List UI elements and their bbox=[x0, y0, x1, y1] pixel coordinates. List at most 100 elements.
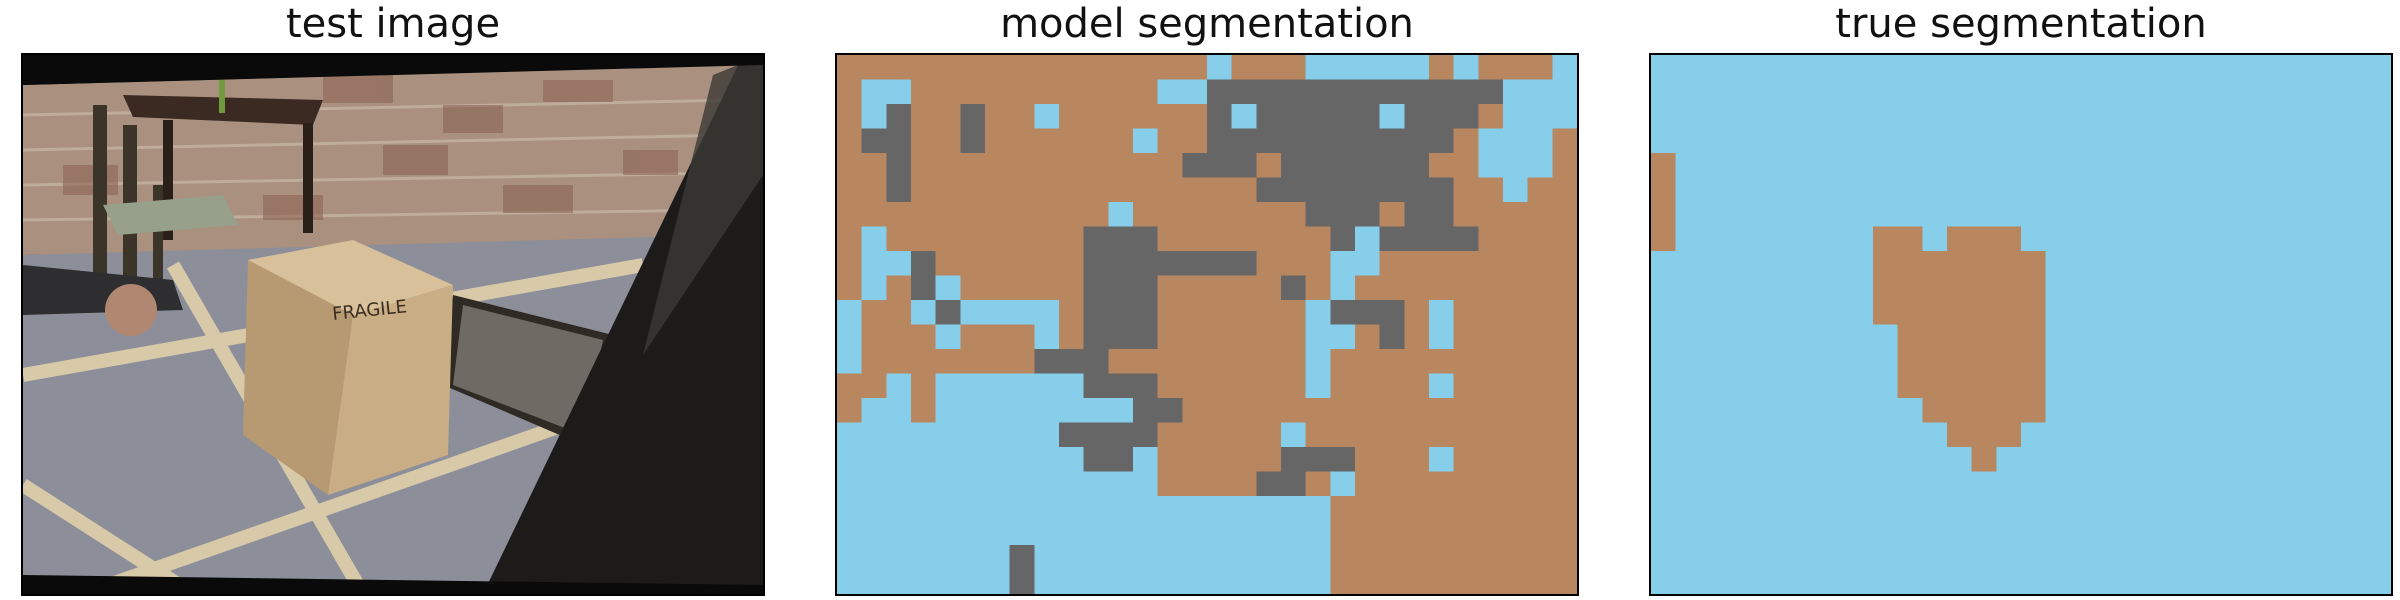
model-segmentation-cell bbox=[1552, 177, 1577, 203]
model-segmentation-cell bbox=[861, 471, 887, 497]
model-segmentation-cell bbox=[935, 55, 961, 80]
true-segmentation-cell bbox=[1947, 79, 1973, 105]
true-segmentation-cell bbox=[2095, 226, 2121, 252]
model-segmentation-cell bbox=[1256, 226, 1282, 252]
model-segmentation-cell bbox=[1552, 275, 1577, 301]
model-segmentation-cell bbox=[1355, 569, 1381, 594]
model-segmentation-cell bbox=[1330, 128, 1356, 154]
model-segmentation-cell bbox=[1157, 447, 1183, 472]
true-segmentation-cell bbox=[2341, 153, 2367, 178]
model-segmentation-cell bbox=[1083, 104, 1109, 129]
model-segmentation-cell bbox=[1157, 545, 1183, 570]
model-segmentation-cell bbox=[1108, 471, 1134, 497]
true-segmentation-cell bbox=[2218, 324, 2244, 350]
true-segmentation-cell bbox=[1996, 569, 2022, 594]
model-segmentation-cell bbox=[1281, 471, 1307, 497]
model-segmentation-cell bbox=[1083, 373, 1109, 399]
model-segmentation-cell bbox=[1256, 398, 1282, 423]
true-segmentation-cell bbox=[1947, 422, 1973, 448]
model-segmentation-cell bbox=[1429, 520, 1455, 546]
true-segmentation-cell bbox=[1749, 251, 1775, 276]
true-segmentation-cell bbox=[1675, 422, 1701, 448]
true-segmentation-cell bbox=[2144, 447, 2170, 472]
true-segmentation-cell bbox=[2243, 373, 2269, 399]
true-segmentation-cell bbox=[2292, 349, 2318, 374]
model-segmentation-cell bbox=[935, 300, 961, 325]
true-segmentation-cell bbox=[2341, 422, 2367, 448]
model-segmentation-cell bbox=[1330, 324, 1356, 350]
true-segmentation-cell bbox=[2218, 128, 2244, 154]
model-segmentation-cell bbox=[837, 177, 863, 203]
true-segmentation-cell bbox=[2292, 300, 2318, 325]
true-segmentation-cell bbox=[1971, 349, 1997, 374]
true-segmentation-cell bbox=[2243, 324, 2269, 350]
true-segmentation-cell bbox=[1700, 55, 1726, 80]
model-segmentation-cell bbox=[1552, 569, 1577, 594]
true-segmentation-cell bbox=[2292, 202, 2318, 227]
model-segmentation-cell bbox=[1108, 422, 1134, 448]
model-segmentation-cell bbox=[1182, 520, 1208, 546]
model-segmentation-cell bbox=[1133, 324, 1159, 350]
true-segmentation-cell bbox=[1922, 373, 1948, 399]
true-segmentation-cell bbox=[1725, 471, 1751, 497]
model-segmentation-cell bbox=[1503, 496, 1529, 521]
model-segmentation-cell bbox=[1330, 373, 1356, 399]
true-segmentation-cell bbox=[2218, 349, 2244, 374]
model-segmentation-cell bbox=[1379, 251, 1405, 276]
model-segmentation-cell bbox=[1256, 300, 1282, 325]
true-segmentation-cell bbox=[2095, 128, 2121, 154]
model-segmentation-cell bbox=[1083, 471, 1109, 497]
model-segmentation-cell bbox=[837, 471, 863, 497]
model-segmentation-cell bbox=[1527, 202, 1553, 227]
true-segmentation-cell bbox=[1651, 496, 1677, 521]
model-segmentation-cell bbox=[886, 520, 912, 546]
model-segmentation-cell bbox=[861, 324, 887, 350]
model-segmentation-cell bbox=[1034, 104, 1060, 129]
true-segmentation-cell bbox=[2119, 496, 2145, 521]
true-segmentation-cell bbox=[1848, 471, 1874, 497]
model-segmentation-cell bbox=[1034, 324, 1060, 350]
model-segmentation-cell bbox=[935, 251, 961, 276]
true-segmentation-cell bbox=[2292, 128, 2318, 154]
true-segmentation-cell bbox=[2119, 324, 2145, 350]
model-segmentation-cell bbox=[1207, 324, 1233, 350]
true-segmentation-cell bbox=[1996, 545, 2022, 570]
true-segmentation-cell bbox=[1725, 422, 1751, 448]
model-segmentation-cell bbox=[1404, 275, 1430, 301]
true-segmentation-cell bbox=[1897, 226, 1923, 252]
model-segmentation-cell bbox=[1453, 153, 1479, 178]
true-segmentation-cell bbox=[2267, 471, 2293, 497]
model-segmentation-cell bbox=[886, 373, 912, 399]
true-segmentation-cell bbox=[1651, 422, 1677, 448]
true-segmentation-cell bbox=[1848, 177, 1874, 203]
model-segmentation-cell bbox=[1182, 55, 1208, 80]
model-segmentation-cell bbox=[886, 398, 912, 423]
true-segmentation-cell bbox=[2144, 202, 2170, 227]
true-segmentation-cell bbox=[1947, 324, 1973, 350]
true-segmentation-cell bbox=[2341, 496, 2367, 521]
true-segmentation-cell bbox=[2317, 300, 2343, 325]
true-segmentation-cell bbox=[2317, 471, 2343, 497]
true-segmentation-cell bbox=[1947, 545, 1973, 570]
true-segmentation-cell bbox=[1873, 104, 1899, 129]
true-segmentation-cell bbox=[1700, 275, 1726, 301]
true-segmentation-cell bbox=[1897, 545, 1923, 570]
model-segmentation-cell bbox=[1355, 447, 1381, 472]
true-segmentation-cell bbox=[2267, 275, 2293, 301]
true-segmentation-cell bbox=[2119, 373, 2145, 399]
model-segmentation-cell bbox=[1083, 422, 1109, 448]
true-segmentation-cell bbox=[2366, 226, 2391, 252]
true-segmentation-cell bbox=[2243, 398, 2269, 423]
model-segmentation-cell bbox=[1133, 55, 1159, 80]
model-segmentation-cell bbox=[1157, 153, 1183, 178]
true-segmentation-cell bbox=[2070, 398, 2096, 423]
true-segmentation-cell bbox=[2095, 569, 2121, 594]
true-segmentation-cell bbox=[2193, 398, 2219, 423]
true-segmentation-cell bbox=[2045, 55, 2071, 80]
true-segmentation-cell bbox=[2119, 202, 2145, 227]
true-segmentation-cell bbox=[2341, 520, 2367, 546]
model-segmentation-cell bbox=[1527, 422, 1553, 448]
model-segmentation-cell bbox=[1330, 177, 1356, 203]
model-segmentation-cell bbox=[1527, 128, 1553, 154]
model-segmentation-cell bbox=[1429, 104, 1455, 129]
